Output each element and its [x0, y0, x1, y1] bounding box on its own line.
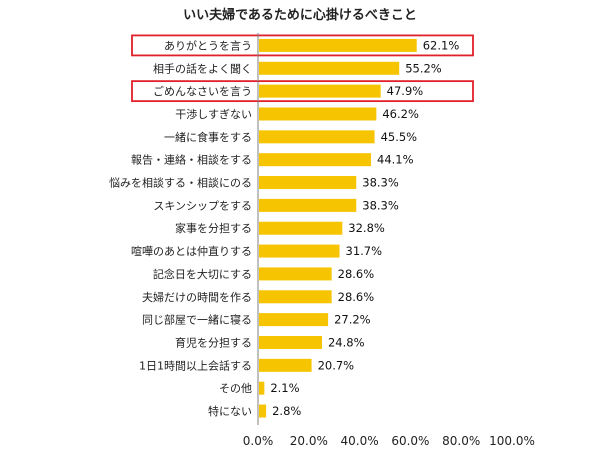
value-label: 46.2%	[382, 107, 419, 121]
value-label: 31.7%	[346, 244, 383, 258]
category-label: 喧嘩のあとは仲直りする	[131, 244, 252, 258]
category-label: 特にない	[208, 404, 252, 418]
bar	[259, 267, 332, 281]
category-label: 悩みを相談する・相談にのる	[109, 176, 252, 190]
bar	[259, 130, 375, 144]
highlight-box	[131, 34, 474, 57]
category-label: 同じ部屋で一緒に寝る	[142, 313, 252, 327]
x-tick-label: 100.0%	[489, 434, 535, 448]
x-tick-label: 0.0%	[243, 434, 274, 448]
value-label: 38.3%	[362, 176, 399, 190]
category-label: 夫婦だけの時間を作る	[142, 290, 252, 304]
category-labels: ありがとうを言う相手の話をよく聞くごめんなさいを言う干渉しすぎない一緒に食事をす…	[109, 38, 252, 418]
value-label: 27.2%	[334, 313, 371, 327]
x-axis-ticks: 0.0% 20.0% 40.0% 60.0% 80.0% 100.0%	[243, 434, 535, 448]
category-label: スキンシップをする	[153, 199, 252, 212]
bar	[259, 290, 332, 304]
value-label: 2.8%	[272, 404, 301, 418]
bars-layer	[259, 38, 417, 418]
category-label: その他	[219, 382, 252, 395]
category-label: 記念日を大切にする	[153, 267, 252, 281]
category-label: 干渉しすぎない	[175, 107, 252, 121]
value-label: 20.7%	[318, 358, 355, 372]
bar	[259, 221, 343, 235]
category-label: 相手の話をよく聞く	[153, 61, 252, 75]
bar	[259, 335, 322, 349]
category-label: 育児を分担する	[175, 335, 252, 349]
value-label: 47.9%	[387, 84, 424, 98]
bar	[259, 244, 340, 258]
bar	[259, 38, 417, 52]
bar	[259, 61, 400, 75]
value-label: 28.6%	[338, 267, 375, 281]
x-tick-label: 60.0%	[391, 434, 429, 448]
bar	[259, 404, 267, 418]
chart-title: いい夫婦であるために心掛けるべきこと	[183, 7, 417, 23]
value-label: 38.3%	[362, 198, 399, 212]
category-label: 1日1時間以上会話する	[139, 358, 252, 372]
bar	[259, 84, 381, 98]
bar	[259, 107, 377, 121]
value-label: 44.1%	[377, 153, 414, 167]
value-label: 28.6%	[338, 290, 375, 304]
category-label: 一緒に食事をする	[164, 130, 252, 144]
value-label: 45.5%	[381, 130, 418, 144]
bar	[259, 176, 357, 190]
value-labels: 62.1% 55.2% 47.9% 46.2% 45.5% 44.1% 38.3% 38.3%…	[270, 38, 459, 418]
value-label: 62.1%	[423, 38, 460, 52]
x-tick-label: 80.0%	[442, 434, 480, 448]
x-tick-label: 20.0%	[290, 434, 328, 448]
highlight-layer	[131, 34, 474, 103]
bar	[259, 313, 329, 327]
category-label: ごめんなさいを言う	[153, 84, 252, 98]
value-label: 2.1%	[270, 381, 299, 395]
category-label: 家事を分担する	[175, 221, 252, 235]
category-label: ありがとうを言う	[164, 38, 252, 52]
value-label: 24.8%	[328, 335, 365, 349]
category-label: 報告・連絡・相談をする	[131, 153, 252, 167]
bar	[259, 198, 357, 212]
value-label: 55.2%	[405, 61, 442, 75]
highlight-box	[131, 80, 474, 103]
bar	[259, 358, 312, 372]
bar	[259, 381, 265, 395]
bar	[259, 153, 372, 167]
value-label: 32.8%	[348, 221, 385, 235]
x-tick-label: 40.0%	[341, 434, 379, 448]
